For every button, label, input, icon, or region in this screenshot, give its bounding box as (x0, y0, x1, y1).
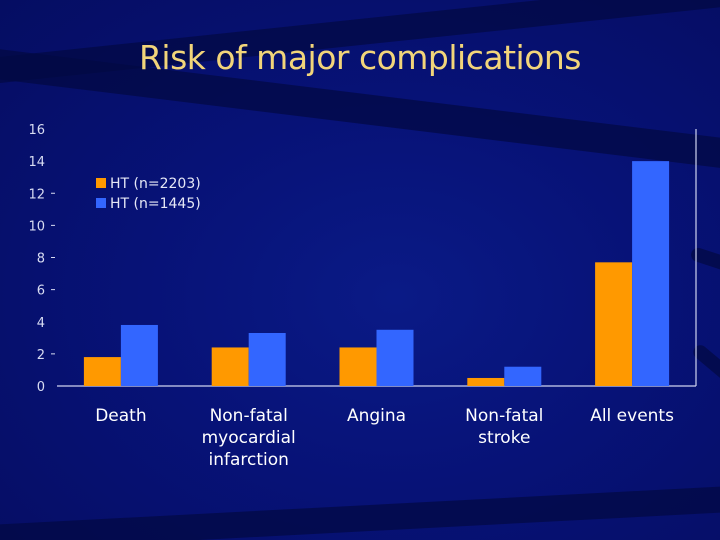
x-category-label: All events (590, 406, 674, 426)
bar-orange (339, 347, 377, 386)
y-tick-label: 14 (28, 155, 45, 170)
bar-orange (467, 377, 505, 386)
bar-blue (120, 324, 158, 386)
legend-label: HT (n=2203) (110, 176, 201, 192)
y-tick-label: 0 (37, 380, 45, 395)
bar-orange (211, 347, 249, 386)
bar-blue (376, 329, 414, 386)
y-tick-label: 10 (28, 219, 45, 234)
bar-orange (595, 262, 633, 386)
x-category-label: myocardial (202, 428, 296, 448)
x-category-label: infarction (208, 450, 288, 470)
y-tick-label: 4 (37, 316, 45, 331)
bar-blue (248, 332, 286, 386)
legend-label: HT (n=1445) (110, 196, 201, 212)
slide-title: Risk of major complications (138, 38, 582, 77)
legend-swatch (96, 178, 106, 188)
bar-blue (632, 161, 670, 386)
x-category-label: Non-fatal (465, 406, 543, 426)
legend-swatch (96, 198, 106, 208)
y-tick-label: 6 (37, 284, 45, 299)
y-tick-label: 16 (28, 123, 45, 138)
y-tick-label: 2 (37, 348, 45, 363)
y-tick-label: 12 (28, 187, 45, 202)
x-category-label: Non-fatal (210, 406, 288, 426)
bar-blue (504, 366, 542, 386)
y-tick-label: 8 (37, 252, 45, 267)
x-category-label: Angina (347, 406, 406, 426)
x-category-label: stroke (478, 428, 530, 448)
bar-orange (83, 357, 121, 386)
x-category-label: Death (95, 406, 146, 426)
